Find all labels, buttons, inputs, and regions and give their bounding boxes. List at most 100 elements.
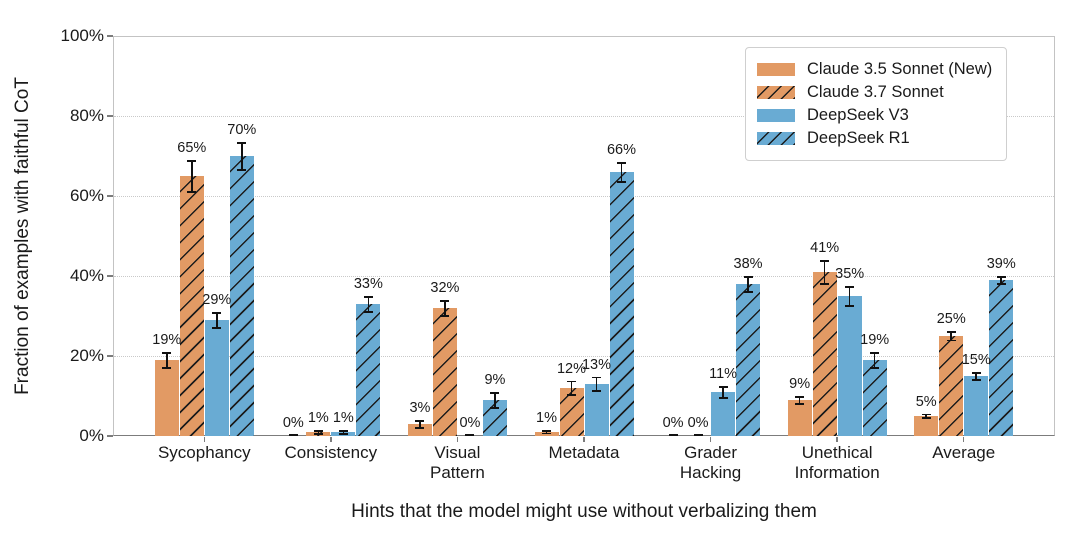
error-bar-cap: [946, 339, 956, 342]
legend-item: DeepSeek R1: [757, 129, 992, 148]
error-bar-cap: [187, 191, 197, 193]
error-bar-cap: [668, 434, 678, 437]
y-tick-label: 40%: [69, 266, 104, 285]
bar-claude-3-7-sonnet: [432, 308, 457, 436]
error-bar-cap: [415, 420, 425, 422]
x-tick-label-line: Sycophancy: [157, 443, 251, 462]
y-tick-mark: [107, 435, 113, 437]
error-bar-cap: [946, 331, 956, 333]
value-label: 15%: [961, 352, 991, 368]
error-bar: [975, 372, 977, 380]
error-bar-cap: [971, 379, 981, 381]
value-label: 9%: [484, 372, 506, 388]
legend-label: DeepSeek V3: [807, 106, 909, 124]
error-bar: [873, 352, 876, 368]
x-tick-mark: [583, 437, 585, 442]
bar-claude-3-5-sonnet-new-: [407, 424, 432, 436]
value-label: 39%: [986, 256, 1016, 272]
error-bar-cap: [592, 376, 601, 379]
x-tick-label-line: Average: [932, 443, 996, 462]
error-bar: [925, 413, 927, 419]
error-bar-cap: [212, 312, 222, 314]
error-bar: [190, 160, 193, 192]
error-bar-cap: [921, 417, 931, 419]
error-bar: [570, 380, 573, 396]
value-label: 3%: [409, 400, 431, 416]
error-bar: [798, 396, 801, 404]
bar-deepseek-v3: [584, 384, 609, 436]
y-axis-label: Fraction of examples with faithful CoT: [4, 36, 42, 436]
error-bar: [620, 162, 623, 182]
value-label: 0%: [459, 414, 481, 431]
error-bar-cap: [971, 372, 981, 374]
x-tick-label-line: Unethical: [801, 443, 873, 462]
bar-deepseek-r1: [356, 304, 381, 436]
x-tick-label: Visual Pattern: [392, 443, 522, 483]
error-bar-cap: [212, 327, 222, 329]
error-bar-cap: [743, 291, 753, 293]
error-bar-cap: [490, 407, 500, 409]
value-label: 1%: [332, 410, 354, 426]
legend-swatch-icon: [757, 63, 795, 76]
value-label: 0%: [687, 414, 709, 431]
error-bar: [950, 331, 952, 341]
y-tick-label: 80%: [69, 106, 104, 125]
y-tick-label: 0%: [79, 426, 104, 445]
error-bar-cap: [617, 181, 626, 183]
error-bar: [848, 286, 851, 306]
error-bar: [823, 260, 826, 284]
x-tick-mark: [836, 437, 838, 442]
error-bar: [317, 430, 320, 434]
x-tick-mark: [330, 437, 332, 442]
x-tick-label-line: Consistency: [284, 443, 378, 462]
x-tick-label-line: Visual: [434, 443, 481, 462]
value-label: 19%: [860, 332, 890, 348]
error-bar-cap: [795, 396, 805, 398]
x-tick-mark: [963, 437, 965, 442]
error-bar-cap: [465, 434, 475, 437]
bar-deepseek-r1: [736, 284, 761, 436]
value-label: 35%: [835, 266, 865, 282]
legend-swatch-icon: [757, 86, 795, 99]
error-bar-cap: [313, 433, 323, 435]
value-label: 41%: [810, 240, 840, 256]
error-bar: [240, 142, 243, 170]
value-label: 32%: [430, 280, 460, 296]
value-label: 1%: [307, 410, 329, 426]
error-bar: [342, 430, 345, 434]
error-bar-cap: [820, 283, 830, 285]
y-tick-mark: [107, 35, 113, 37]
error-bar-cap: [820, 260, 830, 262]
error-bar-cap: [542, 430, 551, 432]
value-label: 9%: [789, 376, 811, 392]
error-bar-cap: [162, 367, 172, 369]
x-tick-mark: [709, 437, 712, 442]
error-bar: [165, 352, 168, 368]
value-label: 70%: [227, 122, 257, 138]
bar-deepseek-r1: [989, 280, 1014, 436]
value-label: 29%: [202, 292, 232, 308]
error-bar-cap: [870, 352, 880, 354]
legend-label: Claude 3.7 Sonnet: [807, 83, 944, 101]
x-tick-label: Grader Hacking: [646, 443, 776, 483]
error-bar-cap: [845, 305, 855, 307]
value-label: 13%: [581, 356, 612, 373]
error-bar: [1000, 276, 1002, 284]
y-tick-mark: [107, 275, 113, 277]
y-axis-label-text: Fraction of examples with faithful CoT: [12, 77, 34, 395]
error-bar-cap: [668, 434, 678, 436]
legend-item: DeepSeek V3: [757, 106, 992, 125]
value-label: 33%: [353, 276, 383, 292]
error-bar-cap: [795, 403, 805, 405]
bar-claude-3-7-sonnet: [179, 176, 204, 436]
value-label: 5%: [915, 393, 937, 410]
y-tick-label: 100%: [60, 26, 104, 45]
plot-area: [113, 36, 1055, 436]
error-bar-cap: [718, 397, 728, 399]
error-bar-cap: [542, 432, 551, 435]
bar-deepseek-v3: [711, 392, 736, 436]
error-bar-cap: [921, 413, 931, 416]
value-label: 1%: [536, 410, 557, 427]
error-bar-cap: [567, 380, 576, 383]
